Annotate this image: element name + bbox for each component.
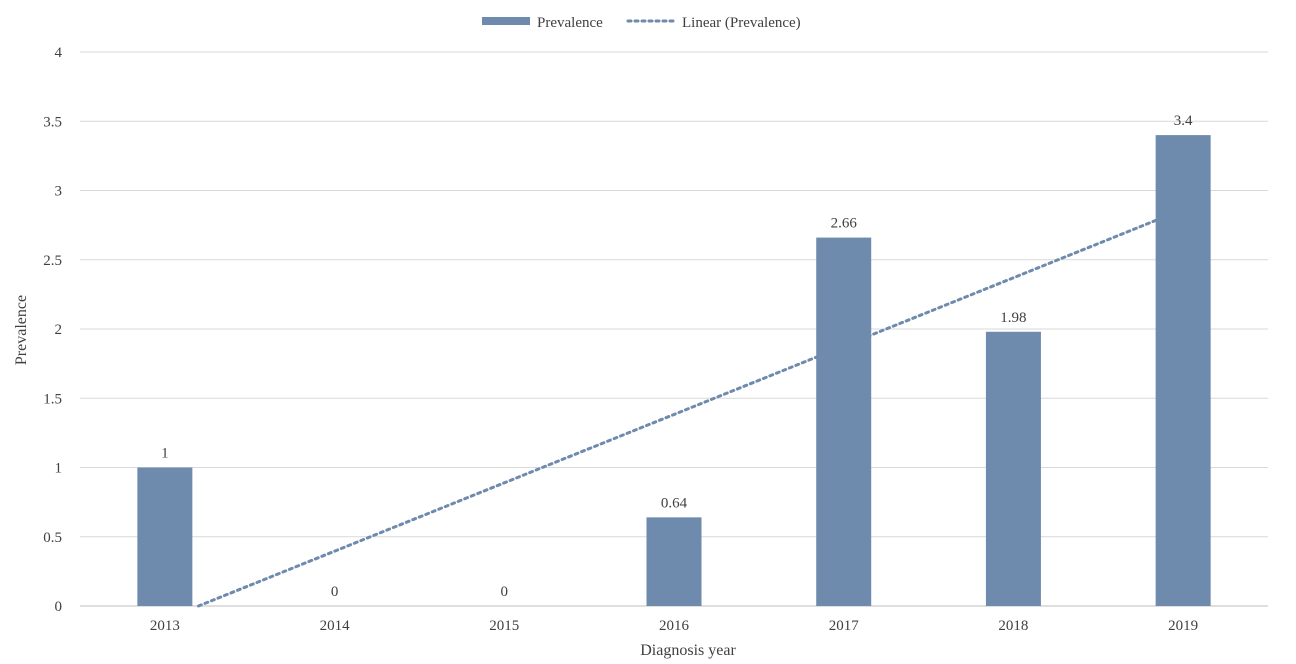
x-tick-labels: 2013 2014 2015 2016 2017 2018 2019: [150, 618, 1198, 634]
data-label-2019: 3.4: [1174, 113, 1193, 129]
data-label-2017: 2.66: [831, 216, 858, 232]
bars: [137, 135, 1211, 606]
y-tick-label: 0.5: [43, 530, 62, 546]
y-axis-title: Prevalence: [13, 295, 30, 365]
y-tick-label: 3: [55, 184, 63, 200]
y-tick-label: 2: [55, 322, 63, 338]
x-tick-label: 2013: [150, 618, 180, 634]
y-tick-label: 0: [55, 599, 63, 615]
data-label-2016: 0.64: [661, 495, 688, 511]
bar-2018: [985, 331, 1041, 606]
y-tick-label: 3.5: [43, 114, 62, 130]
y-tick-label: 2.5: [43, 253, 62, 269]
legend: Prevalence Linear (Prevalence): [482, 15, 801, 31]
gridlines: [80, 51, 1268, 607]
x-tick-label: 2014: [320, 618, 351, 634]
legend-label-prevalence: Prevalence: [537, 15, 603, 31]
data-labels: 1 0 0 0.64 2.66 1.98 3.4: [161, 113, 1193, 600]
trendline-layer: [197, 207, 1185, 608]
bar-2016: [646, 517, 702, 606]
trendline: [197, 207, 1185, 608]
x-tick-label: 2016: [659, 618, 690, 634]
y-tick-label: 1: [55, 461, 63, 477]
legend-swatch-prevalence: [482, 17, 530, 25]
data-label-2015: 0: [501, 584, 509, 600]
bar-2013: [137, 467, 193, 606]
data-label-2014: 0: [331, 584, 339, 600]
x-tick-label: 2019: [1168, 618, 1198, 634]
y-tick-label: 4: [55, 45, 63, 61]
x-tick-label: 2017: [829, 618, 860, 634]
bar-2019: [1155, 135, 1211, 606]
data-label-2013: 1: [161, 446, 169, 462]
x-tick-label: 2015: [489, 618, 519, 634]
y-tick-label: 1.5: [43, 391, 62, 407]
bar-2017: [816, 237, 872, 606]
data-label-2018: 1.98: [1000, 310, 1026, 326]
y-tick-labels: 0 0.5 1 1.5 2 2.5 3 3.5 4: [43, 45, 62, 615]
legend-label-trendline: Linear (Prevalence): [682, 15, 801, 31]
x-tick-label: 2018: [998, 618, 1028, 634]
x-axis-title: Diagnosis year: [640, 642, 736, 659]
